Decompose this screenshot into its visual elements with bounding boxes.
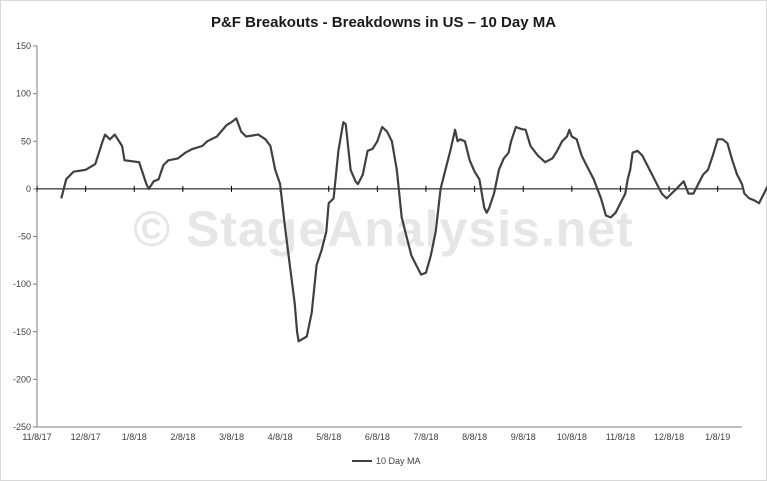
y-tick-label: -250 — [13, 422, 31, 432]
y-tick-label: -50 — [18, 232, 31, 242]
y-tick-label: 150 — [16, 41, 31, 51]
y-tick-label: -200 — [13, 374, 31, 384]
x-tick-label: 1/8/18 — [122, 432, 147, 442]
chart-title: P&F Breakouts - Breakdowns in US – 10 Da… — [210, 14, 557, 31]
x-tick-label: 1/8/19 — [705, 432, 730, 442]
x-tick-label: 10/8/18 — [557, 432, 587, 442]
x-tick-label: 12/8/18 — [654, 432, 684, 442]
y-axis: 150 100 50 0 -50 -100 -150 -200 -250 — [13, 41, 38, 432]
x-axis: 11/8/17 12/8/17 1/8/18 2/8/18 3/8/18 4/8/18 5/… — [22, 185, 742, 442]
x-tick-label: 11/8/17 — [22, 432, 51, 442]
legend-swatch — [352, 460, 372, 462]
x-tick-label: 8/8/18 — [462, 432, 487, 442]
y-tick-label: 0 — [26, 184, 31, 194]
x-tick-label: 9/8/18 — [511, 432, 536, 442]
watermark: © StageAnalysis.net — [133, 201, 634, 257]
legend-label: 10 Day MA — [376, 456, 421, 466]
series-line-0 — [60, 117, 767, 343]
x-tick-label: 2/8/18 — [170, 432, 195, 442]
x-tick-label: 6/8/18 — [365, 432, 390, 442]
y-tick-label: -150 — [13, 327, 31, 337]
y-tick-label: 50 — [21, 136, 31, 146]
x-tick-label: 7/8/18 — [413, 432, 438, 442]
legend: 10 Day MA — [352, 456, 421, 466]
y-tick-label: -100 — [13, 279, 31, 289]
y-tick-label: 100 — [16, 89, 31, 99]
x-tick-label: 3/8/18 — [219, 432, 244, 442]
x-tick-label: 4/8/18 — [268, 432, 293, 442]
x-tick-label: 5/8/18 — [316, 432, 341, 442]
x-tick-label: 11/8/18 — [606, 432, 635, 442]
series-group — [60, 117, 767, 343]
x-tick-label: 12/8/17 — [71, 432, 101, 442]
